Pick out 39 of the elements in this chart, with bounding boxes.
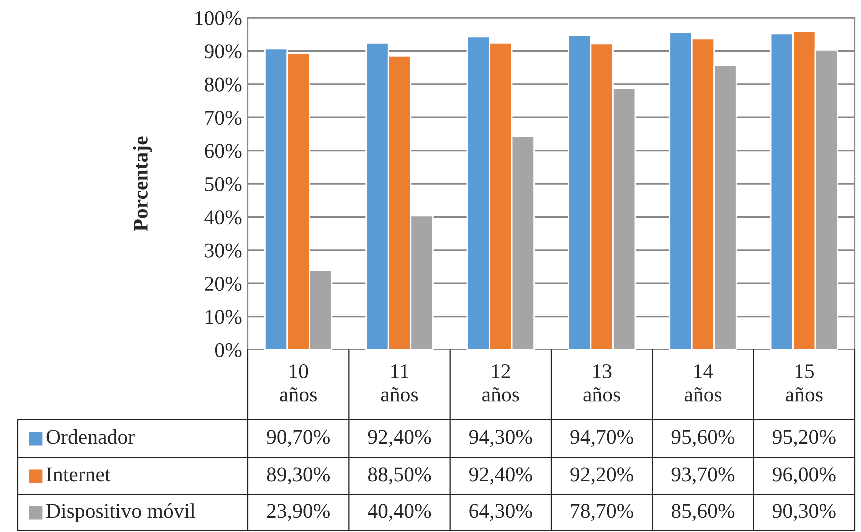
y-tick-label: 90% bbox=[204, 44, 242, 59]
x-tick-label: 13 años bbox=[584, 364, 620, 402]
y-tick-label: 30% bbox=[205, 244, 242, 258]
y-axis-title: Porcentaje bbox=[133, 136, 152, 232]
data-label: 95,20% bbox=[772, 430, 836, 448]
data-label: 89,30% bbox=[267, 468, 330, 485]
data-label: 96,00% bbox=[772, 468, 836, 485]
x-tick-label: 14 años bbox=[684, 364, 722, 402]
data-label: 94,30% bbox=[469, 430, 532, 448]
legend-label: Internet bbox=[46, 468, 111, 482]
y-tick-label: 70% bbox=[206, 110, 242, 126]
legend-label: Dispositivo móvil bbox=[46, 504, 196, 522]
data-label: 94,70% bbox=[570, 430, 634, 448]
x-tick-label: 12 años bbox=[482, 364, 520, 402]
y-tick-label: 40% bbox=[204, 210, 242, 225]
y-tick-label: 0% bbox=[215, 343, 242, 358]
data-label: 90,70% bbox=[267, 430, 330, 448]
y-tick-label: 80% bbox=[205, 78, 242, 92]
data-label: 93,70% bbox=[672, 468, 735, 485]
y-tick-label: 50% bbox=[205, 177, 242, 192]
data-label: 90,30% bbox=[772, 504, 836, 522]
data-label: 85,60% bbox=[672, 504, 735, 522]
data-label: 88,50% bbox=[368, 468, 432, 485]
y-tick-label: 60% bbox=[205, 144, 242, 158]
data-label: 92,40% bbox=[469, 468, 532, 485]
x-tick-label: 10 años bbox=[280, 364, 317, 402]
data-label: 95,60% bbox=[672, 430, 735, 448]
data-label: 23,90% bbox=[267, 504, 330, 522]
x-tick-label: 15 años bbox=[786, 364, 823, 402]
y-tick-label: 10% bbox=[206, 310, 242, 324]
legend-label: Ordenador bbox=[46, 430, 135, 444]
y-tick-label: 20% bbox=[205, 276, 242, 292]
data-label: 40,40% bbox=[368, 504, 432, 522]
data-label: 78,70% bbox=[571, 504, 634, 522]
data-label: 92,20% bbox=[570, 468, 634, 485]
data-label: 92,40% bbox=[368, 430, 432, 448]
x-tick-label: 11 años bbox=[381, 364, 418, 402]
y-tick-label: 100% bbox=[196, 11, 242, 26]
data-label: 64,30% bbox=[470, 504, 532, 522]
